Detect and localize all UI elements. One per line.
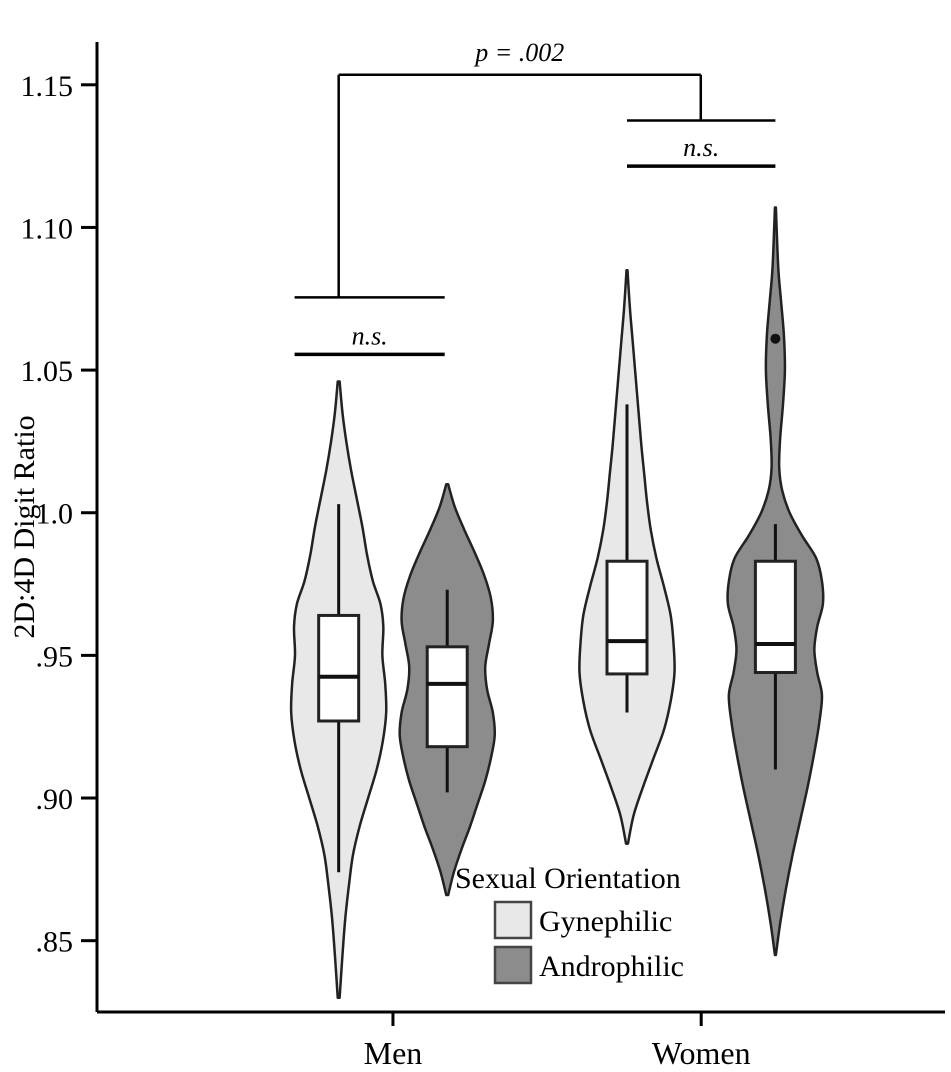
violin-series-group — [289, 206, 825, 999]
y-tick: .90 — [36, 783, 97, 816]
y-tick-label: .85 — [36, 926, 74, 959]
x-category-label: Men — [364, 1035, 423, 1071]
y-tick: 1.15 — [21, 70, 97, 103]
x-category-tick: Men — [364, 1012, 423, 1071]
x-category-label: Women — [652, 1035, 751, 1071]
legend-swatch — [493, 900, 533, 940]
box-iqr — [425, 645, 469, 749]
annotation-men-ns: n.s. — [294, 296, 445, 357]
y-tick: .95 — [36, 640, 97, 673]
significance-annotations: n.s. n.s. p = .002 — [294, 38, 776, 357]
y-axis-ticks: 1.15 1.10 1.05 1.0 .95 .90 .85 — [21, 70, 97, 959]
y-tick: 1.10 — [21, 212, 97, 245]
axes — [95, 42, 945, 1014]
y-tick-label: 1.15 — [21, 70, 74, 103]
legend-item-gynephilic[interactable]: Gynephilic — [493, 900, 672, 940]
box-iqr — [753, 559, 797, 674]
legend-title: Sexual Orientation — [455, 862, 681, 895]
violin-men-gynephilic — [289, 380, 388, 999]
y-tick: 1.05 — [21, 355, 97, 388]
y-axis-title: 2D:4D Digit Ratio — [8, 415, 41, 638]
y-tick: 1.0 — [36, 498, 97, 531]
annotation-women-ns: n.s. — [627, 119, 776, 168]
violin-men-androphilic — [398, 482, 497, 897]
y-tick-label: 1.0 — [36, 498, 74, 531]
legend-entry-label: Gynephilic — [539, 905, 672, 938]
violin-women-androphilic — [726, 206, 825, 957]
legend: Sexual Orientation Gynephilic Androphilic — [455, 862, 684, 985]
y-axis-title-text: 2D:4D Digit Ratio — [8, 415, 41, 638]
annotation-men-vs-women: p = .002 — [337, 38, 703, 298]
y-tick-label: 1.10 — [21, 212, 74, 245]
x-axis-categories: Men Women — [364, 1012, 751, 1071]
y-tick: .85 — [36, 926, 97, 959]
legend-item-androphilic[interactable]: Androphilic — [493, 945, 684, 985]
y-tick-label: 1.05 — [21, 355, 74, 388]
y-tick-label: .90 — [36, 783, 74, 816]
legend-swatch — [493, 945, 533, 985]
violin-women-gynephilic — [578, 268, 676, 845]
box-iqr — [605, 559, 649, 676]
annotation-label: p = .002 — [473, 38, 564, 67]
annotation-label: n.s. — [683, 133, 719, 162]
legend-entry-label: Androphilic — [539, 950, 684, 983]
annotation-label: n.s. — [352, 321, 388, 350]
box-iqr — [317, 613, 361, 723]
y-tick-label: .95 — [36, 640, 74, 673]
x-category-tick: Women — [652, 1012, 751, 1071]
outlier-point — [770, 333, 781, 344]
